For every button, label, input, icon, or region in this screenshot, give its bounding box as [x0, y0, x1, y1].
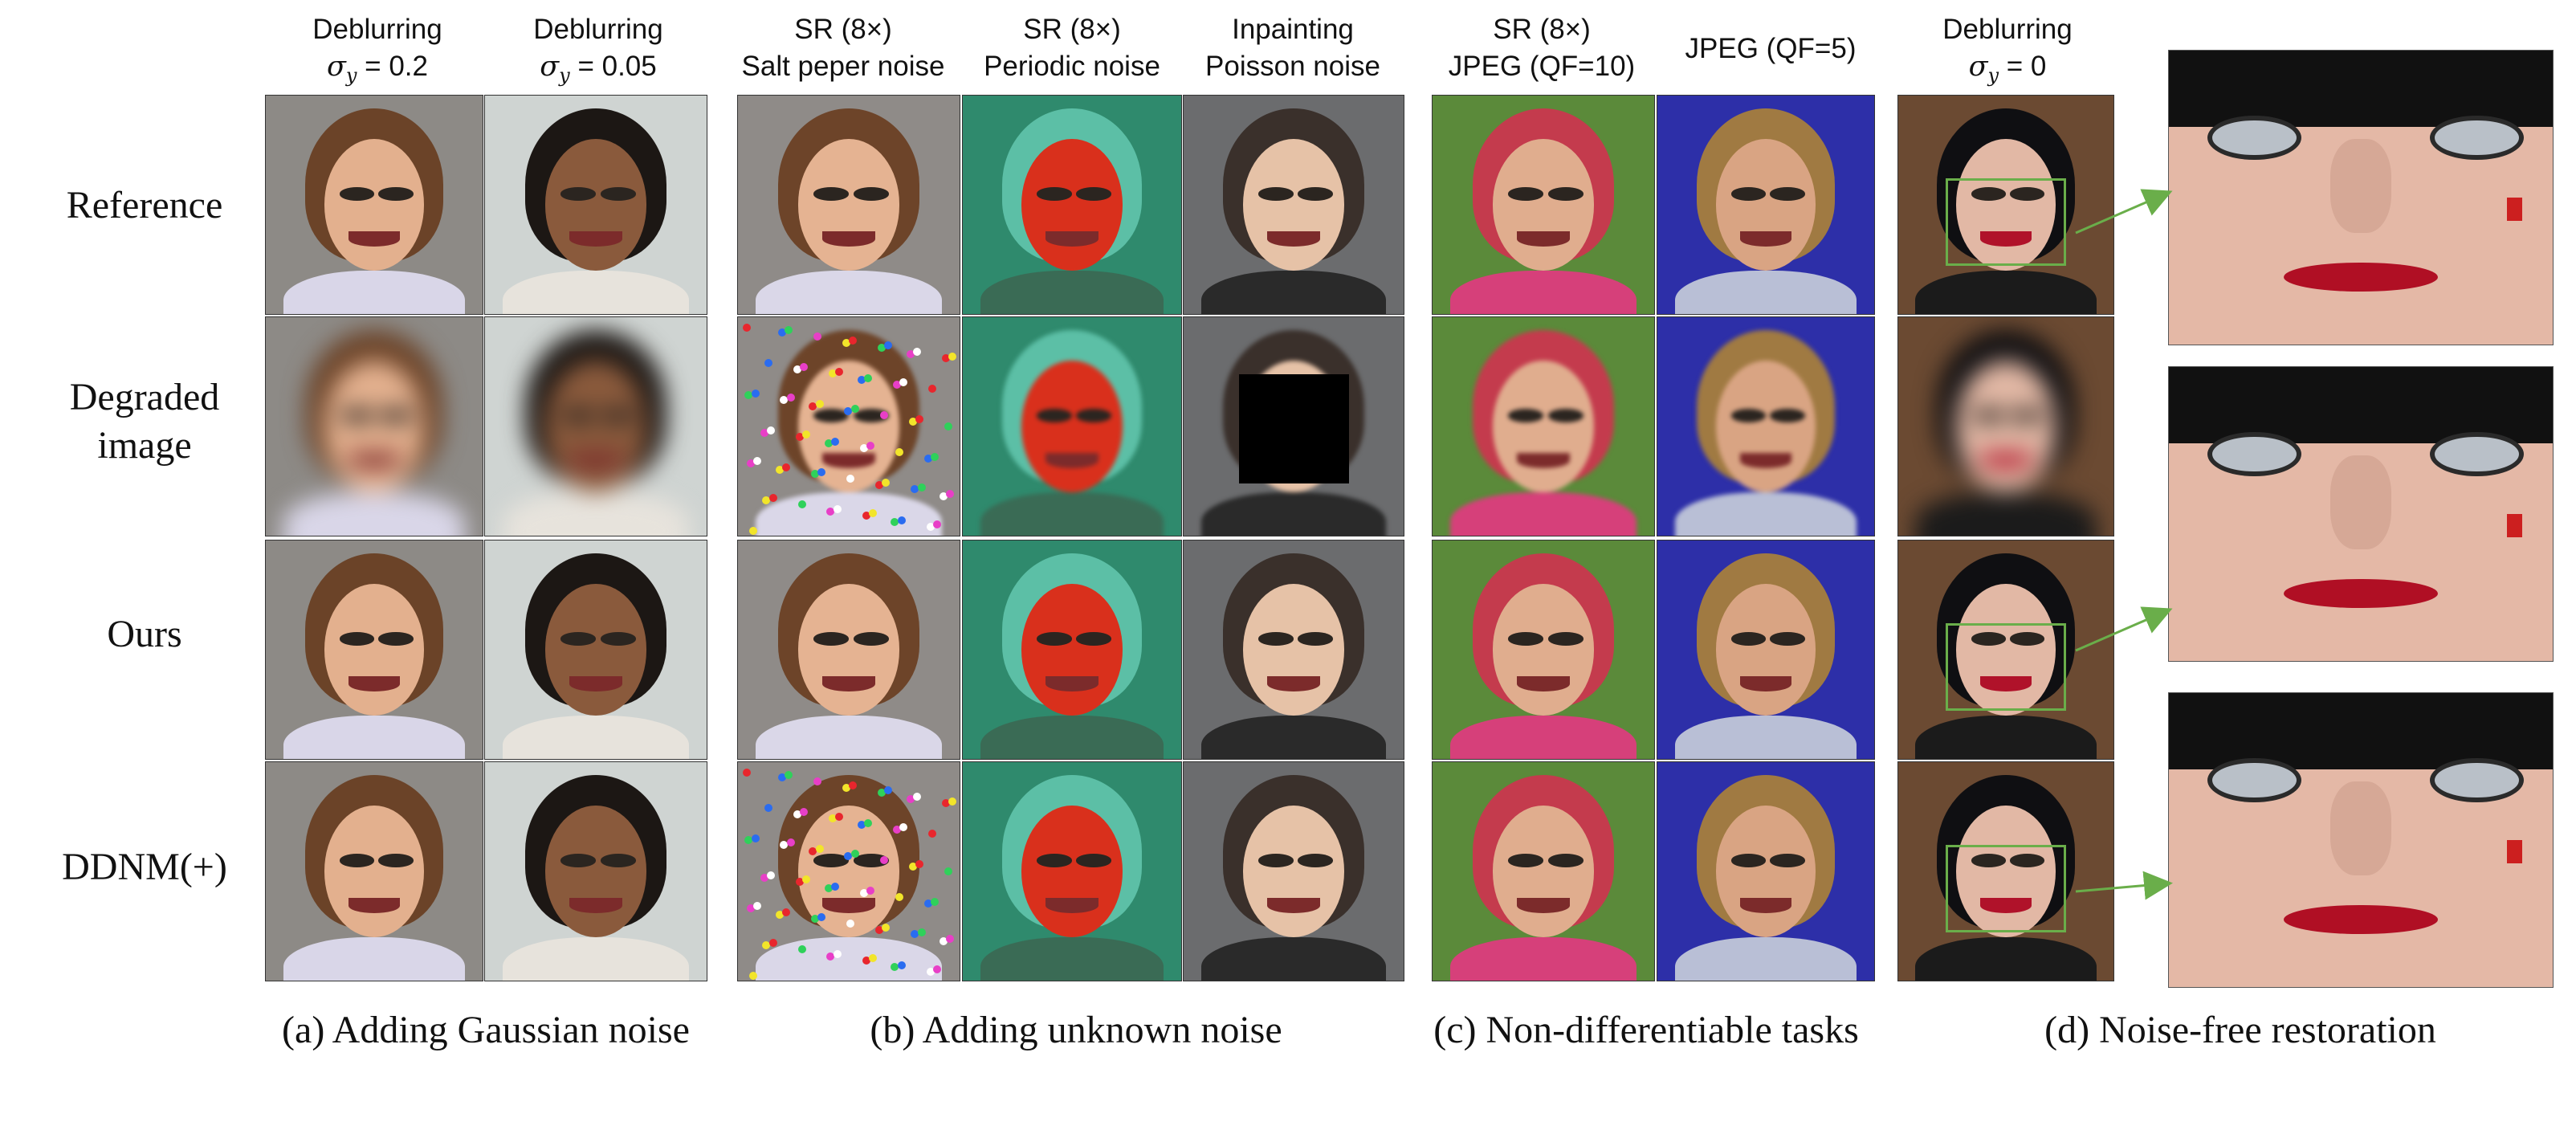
- image-tile: [737, 540, 960, 760]
- caption-a: (a) Adding Gaussian noise: [282, 1009, 690, 1051]
- image-tile: [1897, 316, 2114, 536]
- caption-d: (d) Noise-free restoration: [2044, 1009, 2436, 1051]
- image-tile: [484, 761, 707, 981]
- row-label-degraded: Degraded image: [16, 373, 273, 470]
- image-tile: [1183, 95, 1404, 315]
- image-tile: [484, 540, 707, 760]
- image-tile: [265, 540, 483, 760]
- zoomed-face-panel: [2168, 366, 2554, 662]
- zoom-region-box: [1945, 845, 2067, 933]
- header-line2: Poisson noise: [1205, 51, 1380, 82]
- image-tile: [1183, 761, 1404, 981]
- row-label-text: Reference: [66, 184, 223, 226]
- zoom-arrow-reference: [2075, 189, 2173, 235]
- image-tile: [737, 316, 960, 536]
- column-header-deblurring-0: Deblurring σy = 0: [1895, 11, 2120, 95]
- zoom-region-box: [1945, 178, 2067, 267]
- sigma-symbol: σ: [326, 51, 346, 83]
- image-tile: [1432, 540, 1655, 760]
- column-header-deblurring-0.05: Deblurring σy = 0.05: [486, 11, 711, 95]
- caption-c: (c) Non-differentiable tasks: [1433, 1009, 1859, 1051]
- sigma-value: = 0: [1999, 51, 2047, 82]
- row-label-ddnm: DDNM(+): [16, 843, 273, 891]
- column-header-sr-periodic: SR (8×) Periodic noise: [960, 11, 1184, 85]
- image-tile: [962, 316, 1182, 536]
- row-label-text: Ours: [107, 613, 182, 655]
- image-tile: [962, 540, 1182, 760]
- image-tile: [265, 95, 483, 315]
- header-line1: SR (8×): [1023, 14, 1121, 45]
- sigma-symbol: σ: [540, 51, 560, 83]
- header-line1: JPEG (QF=5): [1685, 33, 1857, 64]
- column-header-jpeg-qf5: JPEG (QF=5): [1658, 31, 1883, 67]
- row-label-text-2: image: [97, 424, 192, 467]
- column-header-sr-salt-pepper: SR (8×) Salt peper noise: [727, 11, 960, 85]
- zoomed-face-panel: [2168, 692, 2554, 988]
- header-line1: Deblurring: [312, 14, 442, 45]
- image-tile: [1657, 95, 1875, 315]
- sigma-value: = 0.2: [357, 51, 428, 82]
- image-tile: [962, 761, 1182, 981]
- sigma-value: = 0.05: [569, 51, 657, 82]
- image-tile: [1432, 761, 1655, 981]
- row-label-reference: Reference: [16, 182, 273, 230]
- image-tile: [1657, 540, 1875, 760]
- header-line1: SR (8×): [1493, 14, 1591, 45]
- image-tile: [265, 316, 483, 536]
- caption-b: (b) Adding unknown noise: [870, 1009, 1282, 1051]
- sigma-sub: y: [345, 64, 357, 87]
- header-line2: Salt peper noise: [741, 51, 945, 82]
- header-line1: Deblurring: [533, 14, 663, 45]
- zoom-arrow-ours: [2075, 606, 2173, 652]
- column-header-deblurring-0.2: Deblurring σy = 0.2: [265, 11, 490, 95]
- image-tile: [1432, 316, 1655, 536]
- image-tile: [737, 761, 960, 981]
- image-tile: [484, 95, 707, 315]
- zoom-region-box: [1945, 623, 2067, 712]
- image-tile: [1657, 761, 1875, 981]
- zoom-arrow-ddnm: [2075, 871, 2173, 900]
- row-label-text: DDNM(+): [62, 846, 227, 888]
- column-header-inpainting-poisson: Inpainting Poisson noise: [1180, 11, 1405, 85]
- header-line1: SR (8×): [794, 14, 892, 45]
- image-tile: [1897, 761, 2114, 981]
- sigma-sub: y: [559, 64, 570, 87]
- image-tile: [484, 316, 707, 536]
- sigma-symbol: σ: [1968, 51, 1988, 83]
- image-tile: [962, 95, 1182, 315]
- zoomed-face-panel: [2168, 50, 2554, 345]
- column-header-sr-jpeg: SR (8×) JPEG (QF=10): [1429, 11, 1654, 85]
- header-line1: Inpainting: [1232, 14, 1354, 45]
- image-tile: [737, 95, 960, 315]
- image-tile: [1657, 316, 1875, 536]
- image-tile: [1183, 540, 1404, 760]
- sigma-sub: y: [1987, 64, 1999, 87]
- row-label-text: Degraded: [69, 376, 220, 418]
- row-label-ours: Ours: [16, 610, 273, 659]
- image-tile: [1897, 95, 2114, 315]
- image-tile: [1432, 95, 1655, 315]
- header-line1: Deblurring: [1942, 14, 2073, 45]
- header-line2: JPEG (QF=10): [1448, 51, 1636, 82]
- image-tile: [1183, 316, 1404, 536]
- image-tile: [265, 761, 483, 981]
- header-line2: Periodic noise: [984, 51, 1160, 82]
